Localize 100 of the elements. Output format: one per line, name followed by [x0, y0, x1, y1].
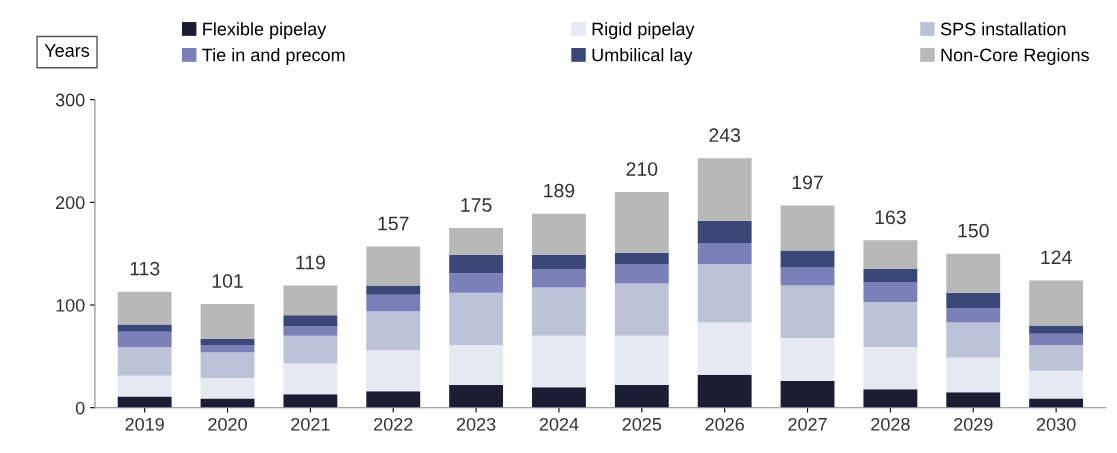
x-tick-label: 2019: [125, 417, 164, 431]
bar: [117, 291, 172, 325]
bar: [1029, 345, 1084, 371]
bar: [117, 331, 172, 348]
total-label: 175: [461, 198, 492, 212]
legend-label: SPS installation: [940, 22, 1066, 36]
bar: [532, 287, 586, 336]
bar: [780, 337, 835, 381]
x-tick-label: 2022: [374, 417, 413, 431]
total-label: 197: [792, 175, 823, 190]
bar: [1029, 398, 1084, 408]
total-label: 163: [875, 210, 906, 225]
bar: [283, 315, 338, 327]
bar: [946, 253, 1001, 293]
bar: [614, 385, 669, 408]
bar: [200, 352, 255, 378]
bar: [697, 374, 752, 408]
bar: [532, 254, 586, 270]
bar: [449, 385, 504, 408]
legend-label: Umbilical lay: [592, 48, 693, 65]
x-tick-label: 2027: [788, 417, 827, 431]
bar: [614, 252, 669, 264]
x-tick-label: 2024: [539, 417, 579, 431]
bar: [200, 398, 255, 408]
bar: [946, 292, 1001, 309]
total-label: 210: [626, 162, 658, 176]
legend-label: Non-Core Regions: [941, 48, 1089, 65]
bar: [863, 269, 918, 283]
bar: [863, 301, 918, 348]
bar: [283, 394, 338, 408]
bar: [117, 375, 172, 397]
y-tick-label: 200: [56, 196, 85, 210]
total-label: 150: [958, 223, 989, 238]
bar: [449, 345, 504, 386]
bar: [780, 250, 835, 268]
bar: [780, 381, 835, 408]
legend-label: Rigid pipelay: [592, 22, 695, 39]
bar: [532, 387, 586, 408]
x-tick-label: 2021: [291, 417, 330, 431]
total-label: 113: [130, 261, 160, 276]
bar: [283, 363, 338, 395]
bar: [532, 269, 586, 288]
total-label: 189: [544, 183, 575, 198]
bar: [200, 338, 255, 346]
bar: [614, 335, 669, 386]
bar: [614, 263, 669, 284]
bar: [780, 267, 835, 286]
bar: [449, 254, 504, 274]
bar: [697, 158, 752, 221]
bar: [117, 347, 172, 376]
bar: [1029, 325, 1084, 334]
x-tick-label: 2030: [1036, 417, 1076, 431]
total-label: 119: [296, 255, 325, 270]
bar: [366, 391, 421, 408]
bar: [614, 192, 669, 253]
bar: [449, 228, 504, 255]
x-tick-label: 2020: [208, 417, 247, 431]
x-tick-label: 2029: [954, 417, 993, 431]
bar: [697, 243, 752, 264]
bar: [946, 357, 1001, 393]
bar: [946, 392, 1001, 408]
y-tick-label: 100: [56, 298, 85, 312]
bar: [863, 240, 918, 270]
bar: [117, 324, 172, 332]
bar: [532, 335, 586, 388]
legend-label: Flexible pipelay: [203, 22, 327, 39]
total-label: 157: [378, 216, 409, 231]
bar: [697, 220, 752, 244]
bar: [283, 335, 338, 364]
bar: [366, 294, 421, 312]
bar: [366, 350, 421, 392]
bar: [614, 283, 669, 336]
bar: [200, 303, 255, 339]
bar: [946, 322, 1001, 358]
y-tick-label: 0: [75, 401, 85, 415]
bar: [697, 322, 752, 375]
y-tick-label: 300: [55, 93, 85, 107]
x-tick-label: 2025: [622, 417, 662, 431]
bar: [1029, 333, 1084, 346]
bar: [200, 377, 255, 399]
bar: [449, 273, 504, 293]
bar: [863, 347, 918, 390]
bar: [449, 292, 504, 346]
x-tick-label: 2028: [871, 417, 910, 431]
bar: [283, 326, 338, 336]
bar: [946, 308, 1001, 323]
x-tick-label: 2026: [705, 417, 744, 431]
bar: [1029, 370, 1084, 399]
bar: [532, 213, 586, 255]
y-axis-title: Years: [44, 44, 90, 57]
bar: [780, 285, 835, 338]
bar: [697, 263, 752, 323]
total-label: 124: [1041, 250, 1072, 265]
x-tick-label: 2023: [456, 417, 496, 431]
bar: [780, 205, 835, 251]
bar: [283, 285, 338, 316]
total-label: 101: [212, 274, 243, 288]
bar: [863, 389, 918, 408]
bar: [366, 311, 421, 351]
bar: [366, 285, 421, 295]
